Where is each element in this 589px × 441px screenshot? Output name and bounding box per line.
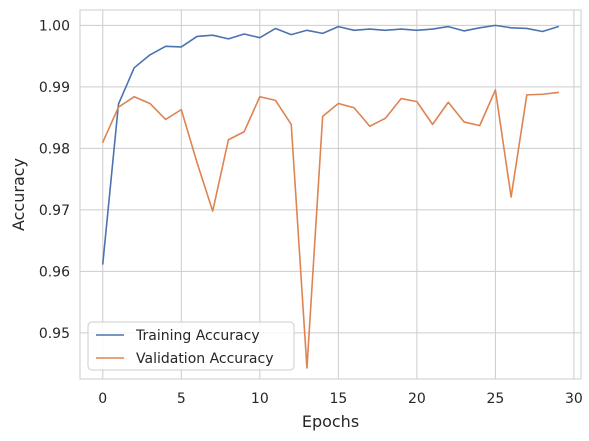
plot-frame xyxy=(79,9,582,380)
legend-label: Training Accuracy xyxy=(135,328,260,344)
y-tick-label: 0.95 xyxy=(39,326,70,342)
x-tick-label: 10 xyxy=(251,391,269,407)
x-axis-label: Epochs xyxy=(302,412,359,431)
y-axis-label: Accuracy xyxy=(9,158,28,231)
legend-box xyxy=(87,321,295,371)
x-tick-label: 0 xyxy=(98,391,107,407)
y-tick-label: 0.99 xyxy=(39,80,70,96)
legend-label: Validation Accuracy xyxy=(136,351,274,367)
x-tick-label: 20 xyxy=(408,391,426,407)
x-tick-label: 25 xyxy=(486,391,504,407)
x-tick-label: 5 xyxy=(177,391,186,407)
y-tick-label: 0.98 xyxy=(39,141,70,157)
series-line-1 xyxy=(101,89,560,369)
x-tick-label: 30 xyxy=(565,391,583,407)
series-lines xyxy=(101,24,560,369)
x-tick-label: 15 xyxy=(329,391,347,407)
y-tick-label: 0.97 xyxy=(39,203,70,219)
series-line-0 xyxy=(101,24,560,265)
y-tick-label: 1.00 xyxy=(39,18,70,34)
axis-ticks: 0 5 10 15 20 25 30 0.95 0.96 0.97 0.98 0.99 1.00 xyxy=(39,18,583,407)
legend: Training Accuracy Validation Accuracy xyxy=(87,321,295,371)
y-tick-label: 0.96 xyxy=(39,264,70,280)
